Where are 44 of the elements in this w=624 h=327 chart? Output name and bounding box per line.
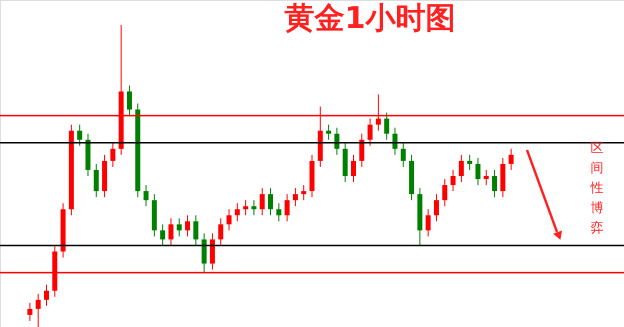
candlestick — [260, 188, 265, 216]
candlestick — [442, 178, 448, 207]
candlestick — [384, 112, 390, 140]
candlestick — [434, 194, 439, 222]
candlestick — [508, 148, 514, 170]
candlestick — [426, 208, 431, 237]
candlestick — [492, 169, 498, 198]
candlestick — [126, 84, 132, 116]
candlestick — [218, 218, 224, 246]
candlestick — [284, 194, 290, 222]
candlestick — [400, 142, 406, 168]
candlestick — [484, 169, 489, 186]
candlestick — [251, 200, 256, 216]
candlestick — [44, 284, 49, 306]
candlestick — [475, 157, 480, 186]
candlestick — [326, 124, 332, 140]
candlestick — [450, 169, 456, 192]
candlestick — [334, 127, 340, 156]
candlestick — [292, 188, 298, 207]
candlestick — [168, 218, 174, 246]
candlestick — [234, 202, 240, 222]
candlestick — [94, 163, 99, 198]
candlestick — [176, 218, 182, 237]
candlestick — [160, 224, 166, 246]
candlestick — [301, 184, 306, 201]
candlestick — [36, 293, 41, 327]
candlestick — [77, 124, 82, 146]
candlestick — [368, 118, 373, 146]
candlestick — [144, 184, 149, 207]
candlestick — [185, 214, 190, 237]
text: 区间性博弈 — [590, 141, 604, 236]
candlestick — [27, 302, 32, 322]
candlestick — [467, 154, 472, 170]
candlestick — [193, 214, 198, 246]
chart-title: 黄金1小时图 — [284, 1, 456, 36]
candlestick — [350, 154, 356, 183]
candlestick — [268, 188, 274, 216]
candlestick — [392, 127, 398, 156]
candlestick — [226, 208, 232, 231]
candlestick — [110, 142, 116, 168]
candlestick — [243, 200, 248, 216]
candlestick — [359, 133, 364, 168]
candlestick — [458, 154, 464, 183]
candlestick — [276, 202, 282, 222]
